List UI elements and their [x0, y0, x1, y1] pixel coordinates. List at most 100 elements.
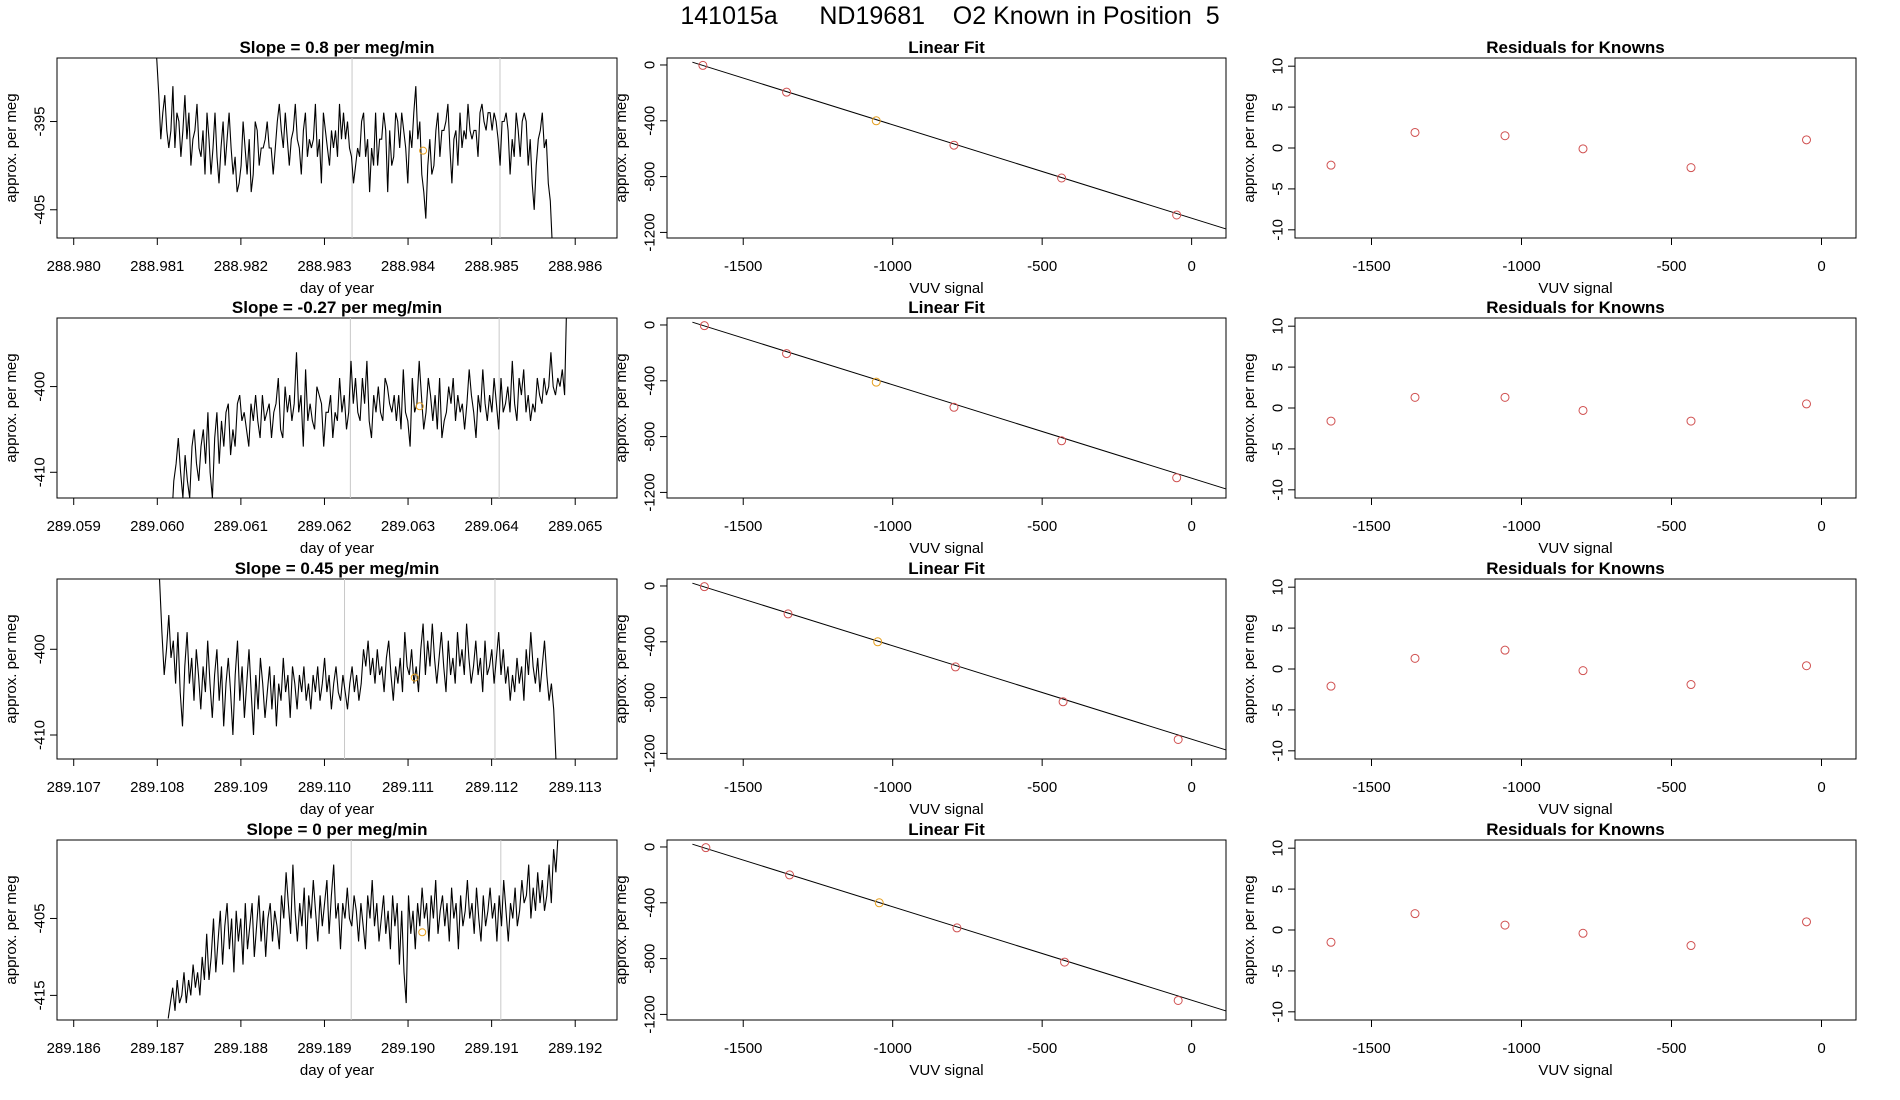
trace-panel-3-ytick-label: -400	[32, 634, 49, 664]
residuals-panel-2	[1288, 317, 1857, 505]
residuals-panel-3-ylabel: approx. per meg	[1241, 614, 1258, 723]
residuals-panel-3-xtick-label: -1000	[1502, 779, 1540, 796]
fit-panel-1-xtick-label: -1500	[724, 258, 762, 275]
trace-panel-2-title: Slope = -0.27 per meg/min	[232, 298, 442, 317]
residual-point	[1578, 666, 1588, 676]
residuals-panel-3-xtick-label: -1500	[1352, 779, 1390, 796]
fit-panel-4-xtick-label: -500	[1027, 1040, 1057, 1057]
trace-panel-3-xtick-label: 289.110	[298, 779, 351, 796]
trace-panel-3-xtick-label: 289.111	[382, 779, 434, 796]
trace-panel-2-xtick-label: 289.061	[214, 518, 268, 535]
residuals-panel-1-xtick-label: -500	[1656, 258, 1686, 275]
fit-panel-2-ytick-label: 0	[642, 321, 659, 329]
fit-panel-4-ylabel: approx. per meg	[613, 875, 630, 984]
fit-panel-3-ytick-label: -400	[642, 627, 659, 657]
residuals-panel-3-ytick-label: -5	[1270, 703, 1287, 716]
trace-panel-1-xtick-label: 288.986	[548, 258, 602, 275]
fit-panel-1-ytick-label: -800	[642, 162, 659, 192]
residuals-panel-4-frame	[1294, 839, 1857, 1021]
trace-panel-3-ytick-label: -410	[32, 720, 49, 750]
trace-panel-3-xlabel: day of year	[300, 801, 374, 818]
residuals-panel-1-xtick-label: -1500	[1352, 258, 1390, 275]
fit-panel-1-ytick-label: 0	[642, 61, 659, 69]
residuals-panel-3-ytick-label: 0	[1270, 665, 1287, 673]
residuals-panel-4-ytick-label: 10	[1270, 840, 1287, 857]
residual-point	[1500, 645, 1510, 655]
trace-panel-1-xtick-label: 288.980	[47, 258, 101, 275]
known-mean-marker	[419, 146, 428, 155]
residuals-panel-1-ytick-label: -5	[1270, 182, 1287, 195]
trace-panel-2-frame	[56, 317, 618, 499]
trace-panel-3	[50, 578, 618, 766]
trace-panel-2-ytick-label: -410	[32, 457, 49, 487]
trace-panel-1-xlabel: day of year	[300, 280, 374, 297]
residuals-panel-4-xtick-label: -1500	[1352, 1040, 1390, 1057]
fit-panel-2-title: Linear Fit	[908, 298, 985, 317]
fit-point	[782, 349, 792, 359]
residual-point	[1686, 163, 1696, 173]
residuals-panel-1-xtick-label: 0	[1817, 258, 1825, 275]
fit-panel-3-xtick-label: -1500	[724, 779, 762, 796]
residuals-panel-1-ytick-label: 10	[1270, 58, 1287, 75]
trace-panel-1-ytick-label: -395	[32, 107, 49, 137]
fit-panel-2-xlabel: VUV signal	[909, 540, 983, 557]
fit-panel-1-title: Linear Fit	[908, 38, 985, 57]
fit-point	[950, 662, 960, 672]
trace-panel-3-ylabel: approx. per meg	[3, 614, 20, 723]
residuals-panel-2-ytick-label: -10	[1270, 479, 1287, 501]
residuals-panel-2-xtick-label: -1000	[1502, 518, 1540, 535]
trace-panel-3-xtick-label: 289.108	[130, 779, 184, 796]
residual-point	[1802, 917, 1811, 927]
residuals-panel-1-ytick-label: 0	[1270, 144, 1287, 152]
residuals-panel-2-xtick-label: -500	[1656, 518, 1686, 535]
residual-point	[1500, 392, 1510, 402]
known-mean-marker	[418, 928, 427, 937]
residuals-panel-4-ytick-label: -5	[1270, 964, 1287, 977]
residual-point	[1500, 920, 1510, 930]
trace-panel-3-xtick-label: 289.112	[465, 779, 518, 796]
fit-point	[699, 582, 709, 592]
fit-point	[783, 609, 793, 619]
fit-panel-3-xlabel: VUV signal	[909, 801, 983, 818]
fit-panel-3	[660, 578, 1227, 766]
residual-point	[1578, 405, 1588, 415]
known-point	[871, 116, 881, 126]
residuals-panel-2-ytick-label: -5	[1270, 442, 1287, 455]
signal-trace-line	[172, 318, 567, 498]
fit-panel-3-title: Linear Fit	[908, 559, 985, 578]
fit-panel-1-ytick-label: -400	[642, 106, 659, 136]
trace-panel-1-title: Slope = 0.8 per meg/min	[239, 38, 434, 57]
trace-panel-1	[50, 57, 618, 245]
fit-point	[1173, 734, 1183, 744]
fit-point	[1172, 473, 1182, 483]
residuals-panel-2-ytick-label: 5	[1270, 363, 1287, 371]
fit-point	[701, 843, 711, 853]
residuals-panel-4-xtick-label: -500	[1656, 1040, 1686, 1057]
trace-panel-1-xtick-label: 288.981	[130, 258, 184, 275]
fit-panel-1-ylabel: approx. per meg	[613, 93, 630, 202]
residual-point	[1410, 392, 1420, 402]
known-point	[873, 637, 883, 647]
residuals-panel-1-xlabel: VUV signal	[1538, 280, 1612, 297]
residuals-panel-3-frame	[1294, 578, 1857, 760]
residuals-panel-2-ytick-label: 0	[1270, 404, 1287, 412]
fit-panel-2-xtick-label: 0	[1187, 518, 1195, 535]
fit-panel-3-ylabel: approx. per meg	[613, 614, 630, 723]
fit-panel-4-ytick-label: 0	[642, 843, 659, 851]
residual-point	[1578, 144, 1588, 154]
fit-point	[1173, 995, 1183, 1005]
fit-panel-2-xtick-label: -500	[1027, 518, 1057, 535]
residuals-panel-2-xtick-label: 0	[1817, 518, 1825, 535]
trace-panel-4-xlabel: day of year	[300, 1062, 374, 1079]
residuals-panel-3-xlabel: VUV signal	[1538, 801, 1612, 818]
known-mean-marker	[415, 402, 424, 411]
residual-point	[1410, 653, 1420, 663]
fit-panel-4-ytick-label: -1200	[642, 995, 659, 1033]
fit-panel-4-frame	[666, 839, 1227, 1021]
fit-point	[949, 402, 959, 412]
trace-panel-2-xtick-label: 289.063	[381, 518, 435, 535]
fit-panel-3-frame	[666, 578, 1227, 760]
residuals-panel-4-ytick-label: 0	[1270, 926, 1287, 934]
fit-point	[952, 923, 962, 933]
